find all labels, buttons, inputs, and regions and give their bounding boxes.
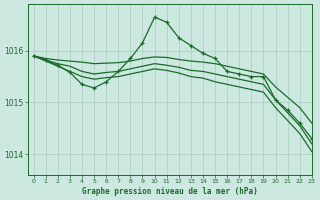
X-axis label: Graphe pression niveau de la mer (hPa): Graphe pression niveau de la mer (hPa) xyxy=(82,187,258,196)
